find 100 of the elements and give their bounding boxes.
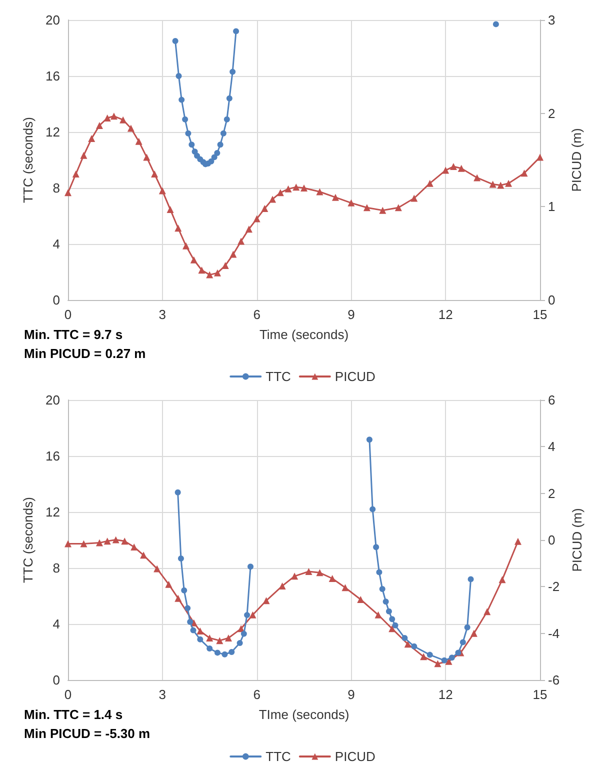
point: [373, 544, 380, 550]
point: [442, 166, 450, 174]
y-tick-label: 16: [46, 448, 60, 464]
point: [474, 174, 481, 182]
point: [448, 654, 455, 661]
text: Min PICUD = -5.30 m: [24, 726, 150, 741]
y-tick-label: 12: [46, 504, 60, 520]
point: [104, 114, 111, 122]
point: [64, 189, 72, 196]
y2-tick-label: 3: [548, 12, 556, 28]
y-tick-label: 16: [46, 68, 60, 84]
point: [404, 640, 412, 648]
point: [185, 130, 192, 136]
point: [458, 164, 465, 172]
legend-label: PICUD: [334, 369, 376, 384]
point: [386, 608, 392, 614]
y-tick-label: 20: [46, 392, 60, 408]
point: [248, 564, 254, 570]
point: [220, 130, 226, 136]
point: [214, 650, 220, 656]
y2-tick-label: 0: [548, 292, 556, 308]
y-axis-title: TTC (seconds): [20, 117, 36, 203]
point: [181, 587, 188, 594]
point: [182, 242, 190, 250]
point: [244, 612, 250, 618]
point: [389, 616, 396, 622]
point: [188, 142, 195, 148]
point: [492, 21, 499, 28]
point: [292, 184, 300, 191]
point: [174, 489, 181, 496]
point: [120, 116, 127, 124]
point: [190, 627, 196, 634]
point: [184, 605, 191, 612]
y2-tick-label: -6: [548, 672, 560, 688]
point: [249, 611, 256, 618]
point: [376, 569, 382, 576]
point: [520, 170, 528, 177]
point: [135, 138, 142, 145]
y2-tick-label: 1: [548, 199, 556, 214]
y2-tick-label: -2: [548, 579, 560, 594]
y-tick-label: 0: [52, 672, 60, 688]
point: [470, 630, 478, 637]
point: [214, 150, 220, 156]
y-axis-title: TTC (seconds): [20, 497, 36, 583]
x-tick-label: 3: [158, 687, 166, 702]
point: [291, 572, 298, 580]
point: [206, 271, 214, 278]
point: [305, 568, 312, 575]
point: [127, 124, 134, 132]
point: [121, 538, 128, 545]
point: [216, 637, 224, 644]
point: [208, 158, 214, 164]
y-tick-label: 4: [52, 616, 60, 632]
point: [96, 122, 103, 129]
point: [489, 180, 496, 188]
x-tick-label: 15: [532, 307, 548, 322]
point: [178, 555, 184, 562]
point: [178, 96, 185, 103]
legend-label: TTC: [266, 369, 291, 384]
point: [379, 586, 386, 592]
point: [261, 205, 268, 212]
point: [196, 628, 204, 634]
point: [206, 646, 213, 652]
point: [233, 28, 240, 34]
x-tick-label: 15: [532, 687, 548, 702]
y2-axis-title: PICUD (m): [569, 508, 584, 572]
point: [374, 611, 382, 618]
point: [269, 196, 276, 203]
y2-tick-label: -4: [548, 626, 560, 641]
x-tick-label: 6: [253, 687, 260, 702]
y2-axis-title: PICUD (m): [569, 128, 584, 192]
point: [80, 540, 88, 548]
point: [217, 142, 224, 148]
point: [172, 38, 178, 44]
point: [198, 266, 206, 274]
text: Min. TTC = 9.7 s: [24, 327, 123, 342]
point: [154, 565, 161, 572]
x-tick-label: 9: [348, 307, 355, 322]
point: [226, 95, 232, 102]
point: [253, 215, 260, 222]
point: [514, 538, 522, 545]
point: [245, 226, 252, 233]
point: [64, 540, 72, 548]
point: [498, 576, 506, 584]
point: [357, 596, 364, 603]
point: [240, 630, 247, 637]
point: [182, 116, 188, 122]
y2-tick-label: 4: [548, 439, 556, 454]
point: [370, 506, 376, 512]
x-tick-label: 0: [64, 687, 72, 702]
y-tick-label: 20: [46, 12, 60, 28]
point: [278, 582, 286, 590]
y-tick-label: 12: [46, 124, 60, 140]
point: [166, 206, 174, 213]
point: [143, 154, 150, 161]
point: [402, 635, 408, 641]
y-tick-label: 0: [52, 292, 60, 308]
point: [214, 269, 221, 276]
point: [206, 634, 214, 642]
point: [96, 539, 103, 546]
